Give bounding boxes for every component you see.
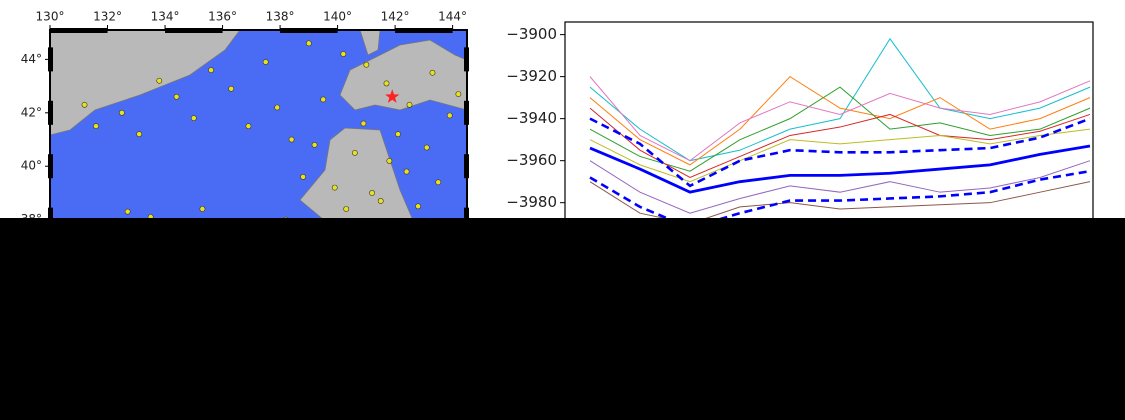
epicenter xyxy=(82,102,87,107)
y-tick-label: −3900 xyxy=(506,25,557,43)
x-tick-label: 142° xyxy=(381,10,410,24)
epicenter xyxy=(352,150,357,155)
black-crop xyxy=(0,218,1125,420)
epicenter xyxy=(424,145,429,150)
epicenter xyxy=(312,142,317,147)
epicenter xyxy=(361,121,366,126)
x-tick-label: 136° xyxy=(208,10,237,24)
x-tick-label: 130° xyxy=(36,10,65,24)
frame-stripe xyxy=(48,47,53,71)
trace-line xyxy=(590,39,1090,161)
figure: 130°132°134°136°138°140°142°144°38°40°42… xyxy=(0,0,1125,420)
frame-stripe xyxy=(464,101,469,125)
x-tick-label: 134° xyxy=(151,10,180,24)
epicenter xyxy=(300,174,305,179)
epicenter xyxy=(275,105,280,110)
epicenter xyxy=(404,169,409,174)
epicenter xyxy=(416,204,421,209)
epicenter xyxy=(332,185,337,190)
y-tick-label: −3980 xyxy=(506,193,557,211)
epicenter xyxy=(306,41,311,46)
epicenter xyxy=(200,206,205,211)
epicenter xyxy=(191,116,196,121)
epicenter xyxy=(321,97,326,102)
trace-line xyxy=(590,161,1090,214)
epicenter xyxy=(137,132,142,137)
frame-stripe xyxy=(50,28,108,33)
frame-stripe xyxy=(280,28,338,33)
x-tick-label: 144° xyxy=(438,10,467,24)
epicenter xyxy=(436,180,441,185)
frame-stripe xyxy=(395,28,453,33)
y-tick-label: −3960 xyxy=(506,151,557,169)
epicenter xyxy=(157,78,162,83)
epicenter xyxy=(125,209,130,214)
epicenter xyxy=(246,124,251,129)
epicenter xyxy=(208,67,213,72)
x-tick-label: 138° xyxy=(266,10,295,24)
line-traces xyxy=(590,39,1090,228)
x-tick-label: 140° xyxy=(323,10,352,24)
epicenter xyxy=(447,113,452,118)
epicenter xyxy=(174,94,179,99)
epicenter xyxy=(364,62,369,67)
page: 130°132°134°136°138°140°142°144°38°40°42… xyxy=(0,0,1125,420)
y-tick-label: 42° xyxy=(21,105,42,119)
epicenter xyxy=(263,59,268,64)
frame-stripe xyxy=(165,28,223,33)
y-tick-label: 44° xyxy=(21,52,42,66)
epicenter xyxy=(93,124,98,129)
epicenter xyxy=(378,198,383,203)
epicenter xyxy=(344,206,349,211)
epicenter xyxy=(430,70,435,75)
frame-stripe xyxy=(464,154,469,178)
map-panel xyxy=(50,30,467,225)
y-tick-label: −3940 xyxy=(506,109,557,127)
epicenter xyxy=(119,110,124,115)
epicenter xyxy=(369,190,374,195)
x-tick-label: 132° xyxy=(93,10,122,24)
epicenter xyxy=(395,132,400,137)
frame-stripe xyxy=(464,47,469,71)
plot-frame xyxy=(565,22,1093,230)
frame-stripe xyxy=(48,154,53,178)
frame-stripe xyxy=(48,101,53,125)
y-tick-label: 40° xyxy=(21,159,42,173)
epicenter xyxy=(384,81,389,86)
y-tick-label: −3920 xyxy=(506,67,557,85)
epicenter xyxy=(229,86,234,91)
epicenter xyxy=(341,51,346,56)
epicenter xyxy=(289,137,294,142)
epicenter xyxy=(387,158,392,163)
epicenter xyxy=(407,102,412,107)
epicenter xyxy=(456,92,461,97)
trace-line xyxy=(590,129,1090,182)
